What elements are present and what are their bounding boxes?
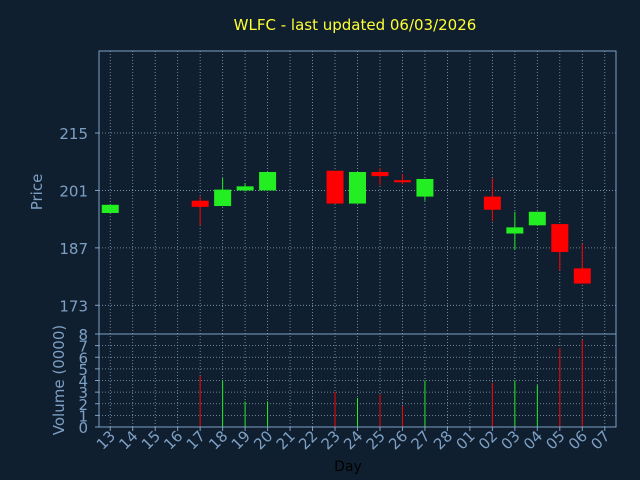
- x-ticks: 1314151617181920212223242526272801020304…: [93, 427, 614, 453]
- volume-tick-label: 6: [78, 349, 88, 367]
- candle-body-06: [573, 268, 591, 284]
- candle-body-02: [483, 196, 501, 210]
- x-tick-label: 07: [587, 427, 613, 453]
- x-axis-label: Day: [334, 459, 362, 475]
- candle-body-19: [236, 186, 254, 191]
- y-axis-label: Price: [28, 174, 46, 211]
- price-y-ticks: 173 187 201 215: [59, 125, 99, 315]
- candle-body-24: [349, 171, 366, 204]
- candle-body-03: [506, 227, 524, 234]
- grid-layer: [99, 51, 616, 428]
- volume-tick-label: 5: [78, 361, 88, 379]
- chart-title: WLFC - last updated 06/03/2026: [234, 16, 477, 34]
- volume-axis-label: Volume (0000): [50, 325, 68, 435]
- candle-body-27: [416, 178, 434, 197]
- candle-body-18: [214, 189, 232, 207]
- candle-body-17: [191, 200, 209, 207]
- volume-tick-label: 0: [78, 419, 88, 437]
- y-tick-label: 201: [59, 182, 88, 200]
- volume-tick-label: 8: [78, 326, 88, 344]
- volume-bars: [199, 339, 583, 427]
- candle-body-23: [326, 170, 344, 204]
- candle-body-04: [528, 211, 546, 226]
- y-tick-label: 173: [59, 297, 88, 315]
- volume-tick-label: 3: [78, 384, 88, 402]
- candle-body-05: [551, 224, 569, 252]
- candle-body-20: [259, 171, 277, 191]
- volume-tick-label: 2: [78, 396, 88, 414]
- y-tick-label: 187: [59, 240, 88, 258]
- y-tick-label: 215: [59, 125, 88, 143]
- candle-body-25: [371, 171, 389, 177]
- volume-tick-label: 7: [78, 338, 88, 356]
- candle-body-26: [393, 180, 411, 183]
- volume-tick-label: 4: [78, 373, 88, 391]
- candles: [101, 167, 591, 284]
- candle-body-13: [101, 204, 119, 214]
- volume-tick-label: 1: [78, 407, 88, 425]
